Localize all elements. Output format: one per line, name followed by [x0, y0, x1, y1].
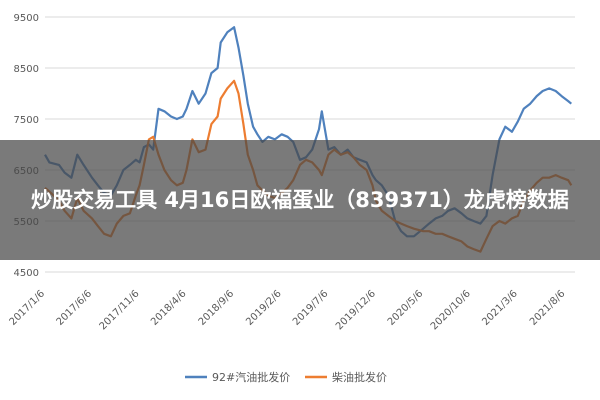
- y-tick-label: 9500: [14, 13, 39, 24]
- x-tick-label: 2017/1/6: [8, 288, 48, 328]
- title-overlay-banner: 炒股交易工具 4月16日欧福蛋业（839371）龙虎榜数据: [0, 140, 600, 260]
- x-tick-label: 2018/4/6: [149, 288, 189, 328]
- legend-label-0: 92#汽油批发价: [212, 370, 290, 384]
- legend: 92#汽油批发价 柴油批发价: [185, 370, 387, 384]
- x-tick-label: 2017/11/6: [98, 288, 142, 332]
- x-tick-label: 2019/7/6: [291, 288, 331, 328]
- x-tick-label: 2019/2/6: [244, 288, 284, 328]
- y-tick-label: 8500: [14, 64, 39, 75]
- x-tick-label: 2020/5/6: [386, 288, 426, 328]
- y-tick-label: 7500: [14, 115, 39, 126]
- x-axis-ticks: 2017/1/6 2017/6/6 2017/11/6 2018/4/6 2018/9/…: [8, 288, 568, 332]
- overlay-title: 炒股交易工具 4月16日欧福蛋业（839371）龙虎榜数据: [31, 188, 569, 212]
- x-tick-label: 2021/8/6: [528, 288, 568, 328]
- x-tick-label: 2018/9/6: [197, 288, 237, 328]
- legend-label-1: 柴油批发价: [332, 370, 387, 384]
- x-tick-label: 2017/6/6: [55, 288, 95, 328]
- x-tick-label: 2020/10/6: [429, 288, 473, 332]
- y-tick-label: 4500: [14, 268, 39, 279]
- x-tick-label: 2021/3/6: [480, 288, 520, 328]
- x-tick-label: 2019/12/6: [334, 288, 378, 332]
